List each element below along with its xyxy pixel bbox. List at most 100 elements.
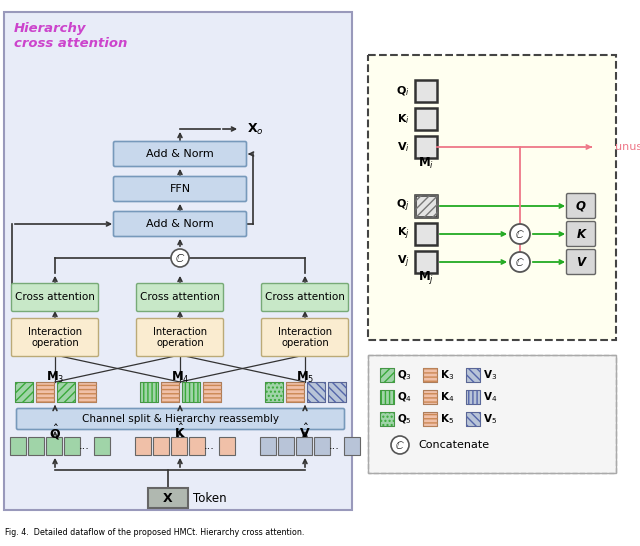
Bar: [171, 437, 187, 455]
Bar: [466, 412, 480, 426]
Text: $\mathbf{X}_o$: $\mathbf{X}_o$: [246, 121, 263, 136]
Circle shape: [510, 224, 530, 244]
Bar: [260, 437, 276, 455]
Bar: [466, 368, 480, 382]
Bar: [202, 382, 221, 402]
Text: $\mathbb{C}$: $\mathbb{C}$: [175, 252, 185, 264]
FancyBboxPatch shape: [262, 283, 349, 312]
Bar: [415, 251, 437, 273]
Text: V: V: [577, 256, 586, 269]
Bar: [368, 355, 616, 473]
FancyBboxPatch shape: [136, 318, 223, 357]
FancyBboxPatch shape: [12, 283, 99, 312]
Bar: [140, 382, 157, 402]
Text: Add & Norm: Add & Norm: [146, 219, 214, 229]
Bar: [307, 382, 324, 402]
Bar: [380, 412, 394, 426]
FancyBboxPatch shape: [113, 176, 246, 201]
Text: K: K: [577, 228, 586, 240]
Bar: [423, 412, 437, 426]
Text: $\mathbb{C}$: $\mathbb{C}$: [515, 228, 525, 240]
Circle shape: [391, 436, 409, 454]
Text: Add & Norm: Add & Norm: [146, 149, 214, 159]
Text: $\mathbf{Q}_j$: $\mathbf{Q}_j$: [396, 198, 410, 214]
Bar: [314, 437, 330, 455]
Bar: [466, 390, 480, 404]
Text: ...: ...: [204, 441, 214, 451]
Bar: [344, 437, 360, 455]
Bar: [423, 412, 437, 426]
Bar: [415, 136, 437, 158]
FancyBboxPatch shape: [113, 211, 246, 236]
Bar: [264, 382, 282, 402]
Bar: [380, 368, 394, 382]
FancyBboxPatch shape: [566, 193, 595, 218]
Bar: [182, 382, 200, 402]
Bar: [219, 437, 235, 455]
Text: $\mathbf{K}_j$: $\mathbf{K}_j$: [397, 226, 410, 242]
Text: $\hat{\mathbf{Q}}$: $\hat{\mathbf{Q}}$: [49, 423, 61, 442]
Bar: [423, 368, 437, 382]
Text: Fig. 4.  Detailed dataflow of the proposed HMCt. Hierarchy cross attention.: Fig. 4. Detailed dataflow of the propose…: [5, 528, 305, 537]
Text: $\hat{\mathbf{K}}$: $\hat{\mathbf{K}}$: [174, 423, 186, 441]
Bar: [423, 390, 437, 404]
Bar: [35, 382, 54, 402]
Text: $\mathbb{C}$: $\mathbb{C}$: [515, 256, 525, 268]
Bar: [161, 382, 179, 402]
Text: $\mathbf{K}_3$: $\mathbf{K}_3$: [440, 368, 454, 382]
Bar: [148, 488, 188, 508]
Bar: [415, 108, 437, 130]
Bar: [4, 12, 352, 510]
Bar: [466, 412, 480, 426]
Circle shape: [171, 249, 189, 267]
Text: $\mathbf{M}_j$: $\mathbf{M}_j$: [418, 270, 434, 287]
Bar: [264, 382, 282, 402]
Bar: [423, 390, 437, 404]
Text: $\mathbf{Q}_3$: $\mathbf{Q}_3$: [397, 368, 412, 382]
Text: Cross attention: Cross attention: [15, 293, 95, 302]
Bar: [153, 437, 169, 455]
Text: $\mathbf{V}_5$: $\mathbf{V}_5$: [483, 412, 497, 426]
Bar: [380, 368, 394, 382]
Text: $\mathbf{V}_3$: $\mathbf{V}_3$: [483, 368, 497, 382]
Text: FFN: FFN: [170, 184, 191, 194]
Text: Cross attention: Cross attention: [140, 293, 220, 302]
Text: Q: Q: [576, 199, 586, 212]
Bar: [56, 382, 74, 402]
Text: $\mathbf{M}_3$: $\mathbf{M}_3$: [46, 370, 64, 384]
Text: $\mathbb{C}$: $\mathbb{C}$: [395, 439, 405, 451]
Bar: [415, 195, 437, 217]
Bar: [380, 390, 394, 404]
Text: $\mathbf{M}_i$: $\mathbf{M}_i$: [418, 156, 434, 170]
Bar: [182, 382, 200, 402]
Bar: [77, 382, 95, 402]
Bar: [415, 195, 437, 217]
Text: $\mathbf{V}_4$: $\mathbf{V}_4$: [483, 390, 497, 404]
Text: Interaction
operation: Interaction operation: [278, 327, 332, 348]
Bar: [368, 55, 616, 340]
Bar: [415, 223, 437, 245]
Text: Hierarchy
cross attention: Hierarchy cross attention: [14, 22, 127, 50]
Text: $\hat{\mathbf{V}}$: $\hat{\mathbf{V}}$: [299, 423, 311, 441]
Text: $\mathbf{M}_5$: $\mathbf{M}_5$: [296, 370, 314, 384]
Bar: [94, 437, 110, 455]
Bar: [189, 437, 205, 455]
Text: Interaction
operation: Interaction operation: [153, 327, 207, 348]
FancyBboxPatch shape: [566, 222, 595, 246]
Bar: [415, 80, 437, 102]
Bar: [46, 437, 62, 455]
Text: $\mathbf{K}_4$: $\mathbf{K}_4$: [440, 390, 454, 404]
Text: Cross attention: Cross attention: [265, 293, 345, 302]
Text: $\mathbf{V}_j$: $\mathbf{V}_j$: [397, 254, 410, 270]
Bar: [28, 437, 44, 455]
Bar: [368, 355, 616, 473]
Text: Concatenate: Concatenate: [418, 440, 489, 450]
Text: ...: ...: [328, 441, 339, 451]
Bar: [77, 382, 95, 402]
Text: $\mathbf{Q}_i$: $\mathbf{Q}_i$: [396, 84, 410, 98]
Text: $\mathbf{K}_i$: $\mathbf{K}_i$: [397, 112, 410, 126]
Bar: [466, 368, 480, 382]
Bar: [15, 382, 33, 402]
Bar: [140, 382, 157, 402]
Bar: [380, 412, 394, 426]
